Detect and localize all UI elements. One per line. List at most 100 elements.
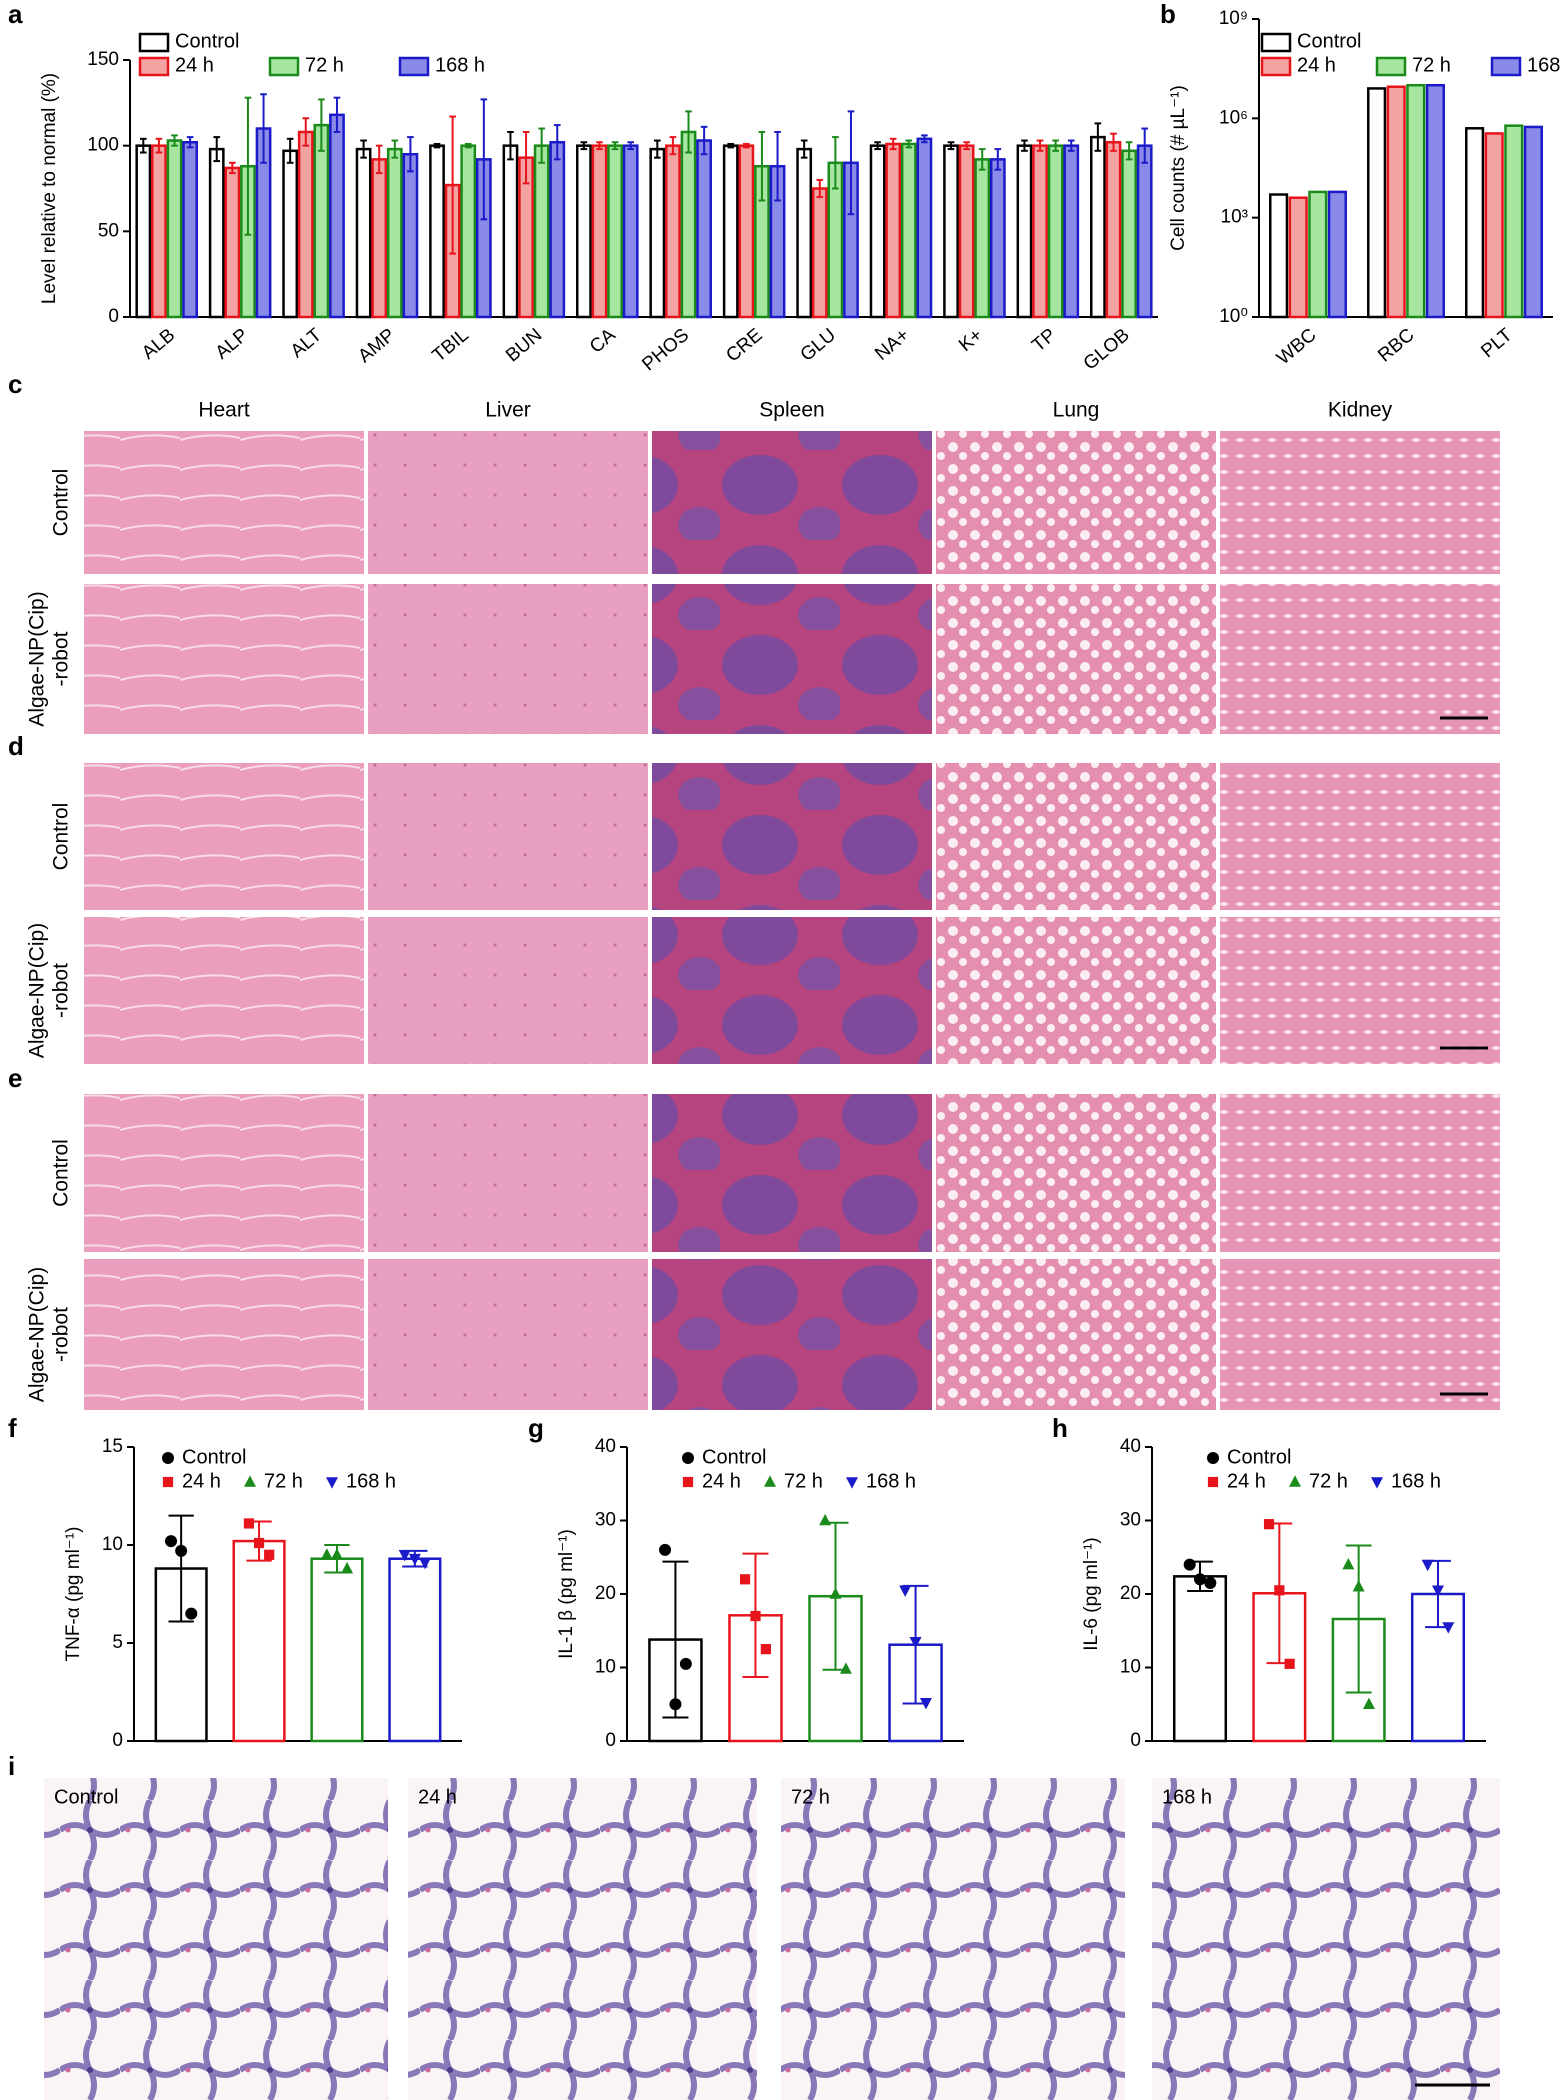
x-tick-label: GLOB	[1080, 325, 1134, 375]
row-label: Control	[50, 803, 73, 871]
data-point	[418, 1557, 431, 1570]
data-point	[679, 1657, 692, 1670]
histology-image	[84, 917, 364, 1064]
y-axis-label: IL-6 (pg ml⁻¹)	[1081, 1537, 1102, 1651]
bar	[958, 144, 975, 319]
panel-label: e	[8, 1063, 22, 1093]
y-axis-label: Cell counts (# µL⁻¹)	[1168, 85, 1189, 251]
bar	[680, 130, 697, 319]
bar	[1047, 144, 1064, 319]
bar	[943, 144, 959, 319]
legend-marker	[1371, 1477, 1383, 1489]
legend-swatch	[1490, 56, 1522, 77]
y-tick-label: 0	[1130, 1730, 1141, 1751]
data-point	[243, 1518, 255, 1529]
histology-image	[84, 1094, 364, 1252]
bar	[1327, 190, 1347, 319]
histology-image	[368, 584, 648, 734]
legend-label: 24 h	[182, 1470, 221, 1492]
data-point	[909, 1636, 922, 1649]
histology-image	[1220, 763, 1500, 910]
bar	[900, 142, 917, 319]
histology-image	[368, 431, 648, 574]
y-axis-label: TNF-α (pg ml⁻¹)	[63, 1527, 84, 1662]
lung-image	[781, 1778, 1125, 2100]
bar	[649, 147, 666, 319]
x-tick-label: WBC	[1273, 325, 1320, 370]
bar	[1172, 1575, 1228, 1743]
y-tick-label: 10	[595, 1657, 616, 1678]
column-header: Heart	[198, 399, 250, 422]
x-tick-label: ALT	[287, 324, 326, 362]
bar	[429, 144, 445, 319]
bar	[1136, 144, 1153, 319]
histology-image	[368, 763, 648, 910]
x-tick-label: TP	[1028, 325, 1060, 357]
bar	[974, 158, 991, 319]
y-tick-label: 20	[595, 1583, 616, 1604]
legend-swatch	[1260, 32, 1292, 53]
histology-image	[936, 763, 1216, 910]
row-label: Control	[50, 1139, 73, 1207]
histology-image	[936, 1094, 1216, 1252]
histology-image	[84, 431, 364, 574]
y-tick-label: 10⁰	[1219, 306, 1248, 327]
histology-image	[368, 917, 648, 1064]
legend-label: 72 h	[1412, 54, 1451, 76]
legend-marker	[326, 1477, 338, 1489]
bar	[665, 144, 681, 319]
legend-swatch	[138, 56, 170, 77]
y-tick-label: 50	[98, 220, 119, 241]
legend-label: 168 h	[435, 54, 485, 76]
row-label: -robot	[50, 631, 73, 686]
legend-swatch	[138, 32, 170, 53]
panel-label: d	[8, 731, 24, 761]
legend-swatch	[1375, 56, 1407, 77]
bar	[282, 149, 299, 319]
y-axis-label: Level relative to normal (%)	[39, 73, 60, 304]
bar	[1105, 140, 1122, 319]
bar	[1425, 83, 1445, 319]
legend-label: Control	[702, 1446, 766, 1468]
histology-image	[1220, 584, 1500, 734]
bar	[989, 158, 1006, 319]
legend-marker	[244, 1475, 256, 1487]
data-point	[819, 1513, 832, 1526]
bar	[1032, 144, 1048, 319]
histology-image	[652, 763, 932, 910]
row-label: Control	[50, 469, 73, 537]
row-label: -robot	[50, 1307, 73, 1362]
x-tick-label: NA+	[871, 325, 913, 365]
x-tick-label: ALB	[138, 325, 179, 364]
bar	[1308, 190, 1328, 319]
y-tick-label: 40	[595, 1436, 616, 1457]
bar	[135, 144, 152, 319]
legend-marker	[1207, 1476, 1219, 1488]
legend-label: 72 h	[305, 54, 344, 76]
legend-label: 24 h	[1297, 54, 1336, 76]
image-label: 24 h	[418, 1786, 457, 1808]
legend-label: 72 h	[1309, 1470, 1348, 1492]
x-tick-label: AMP	[354, 325, 399, 368]
y-tick-label: 30	[1120, 1510, 1141, 1531]
y-tick-label: 0	[112, 1730, 123, 1751]
bar	[1089, 135, 1106, 319]
data-point	[669, 1698, 682, 1711]
legend-swatch	[398, 56, 430, 77]
bar	[1386, 85, 1406, 319]
data-point	[839, 1662, 852, 1674]
row-label: Algae-NP(Cip)	[26, 1267, 49, 1402]
legend-label: 168 h	[1391, 1470, 1441, 1492]
y-tick-label: 10⁶	[1219, 107, 1248, 128]
x-tick-label: RBC	[1374, 325, 1418, 367]
legend-marker	[764, 1475, 776, 1487]
x-tick-label: PHOS	[638, 325, 693, 376]
x-tick-label: GLU	[797, 325, 840, 366]
bar	[533, 144, 550, 319]
data-point	[1421, 1559, 1434, 1572]
bar	[1288, 196, 1308, 319]
legend-swatch	[268, 56, 300, 77]
column-header: Liver	[485, 399, 531, 422]
bar	[869, 144, 886, 319]
